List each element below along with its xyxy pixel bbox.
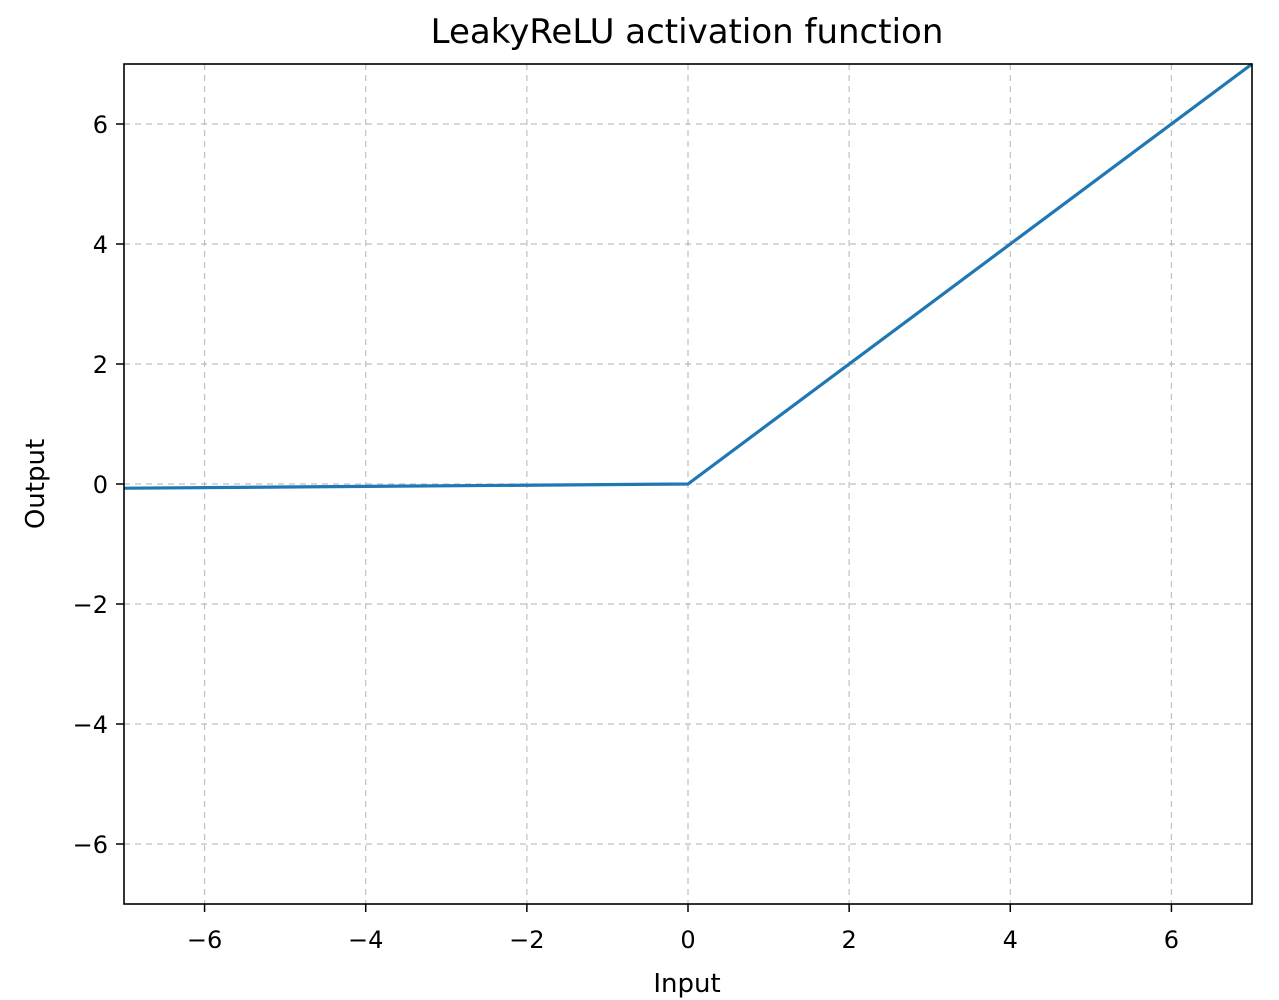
y-tick-label: −2 xyxy=(73,591,108,619)
ticks: −6 −4 −2 0 2 4 6 −6 −4 −2 0 2 4 6 xyxy=(73,111,1179,954)
chart-title: LeakyReLU activation function xyxy=(431,12,944,52)
y-tick-label: −4 xyxy=(73,711,108,739)
x-tick-label: −6 xyxy=(187,926,222,954)
y-tick-label: 0 xyxy=(93,471,108,499)
x-tick-label: 0 xyxy=(680,926,695,954)
x-tick-label: −4 xyxy=(348,926,383,954)
x-tick-label: 2 xyxy=(842,926,857,954)
series-layer xyxy=(123,62,1253,490)
y-tick-label: 4 xyxy=(93,231,108,259)
y-tick-label: 2 xyxy=(93,351,108,379)
x-tick-label: −2 xyxy=(509,926,544,954)
y-tick-label: −6 xyxy=(73,831,108,859)
x-axis-label: Input xyxy=(653,969,720,999)
x-tick-label: 4 xyxy=(1003,926,1018,954)
series-line xyxy=(123,62,1253,490)
y-axis-label: Output xyxy=(21,439,51,529)
y-tick-label: 6 xyxy=(93,111,108,139)
x-tick-label: 6 xyxy=(1164,926,1179,954)
